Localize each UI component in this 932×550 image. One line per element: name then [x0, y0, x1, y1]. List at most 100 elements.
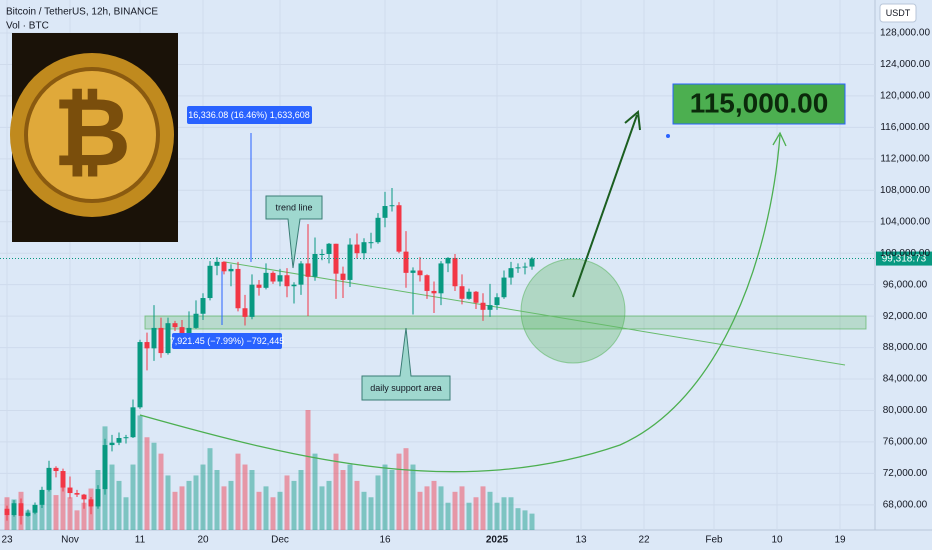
candle-body: [4, 508, 10, 516]
volume-bar: [459, 486, 465, 530]
x-tick-label: 11: [135, 535, 146, 546]
volume-bar: [242, 464, 248, 530]
candle-body: [25, 512, 31, 516]
candle-body: [102, 445, 108, 490]
candle-body: [200, 298, 206, 314]
callout-label: daily support area: [370, 383, 442, 393]
volume-bar: [326, 480, 332, 530]
trend-line: [224, 261, 846, 366]
volume-bar: [333, 453, 339, 530]
volume-bar: [382, 464, 388, 530]
candle-body: [361, 242, 367, 254]
volume-bar: [270, 497, 276, 530]
x-tick-label: 13: [575, 535, 587, 546]
volume-bar: [172, 491, 178, 530]
candle-body: [88, 499, 94, 507]
volume-bar: [123, 497, 129, 530]
candle-body: [319, 253, 325, 255]
volume-bar: [214, 470, 220, 530]
volume-bar: [228, 480, 234, 530]
measure-label: 7,921.45 (−7.99%) −792,445: [170, 336, 285, 346]
y-tick-label: 108,000.00: [880, 185, 930, 196]
candle-body: [249, 284, 255, 317]
y-tick-label: 76,000.00: [883, 437, 928, 448]
candle-body: [501, 277, 507, 298]
candle-body: [508, 268, 514, 278]
volume-bar: [389, 470, 395, 530]
y-tick-label: 68,000.00: [883, 499, 928, 510]
candle-body: [305, 263, 311, 277]
x-tick-label: Feb: [705, 535, 723, 546]
candle-body: [417, 270, 423, 276]
arrow-head: [772, 131, 787, 147]
candle-body: [270, 272, 276, 282]
candle-body: [396, 205, 402, 252]
volume-bar: [32, 508, 38, 530]
candle-body: [81, 494, 87, 500]
candle-body: [340, 273, 346, 280]
currency: USDT: [886, 8, 911, 18]
volume-bar: [487, 491, 493, 530]
volume-bar: [340, 470, 346, 530]
candle-body: [151, 327, 157, 349]
coin-face: [24, 67, 160, 203]
candle-body: [473, 291, 479, 303]
volume-bar: [529, 513, 535, 530]
volume-bar: [116, 480, 122, 530]
candle-body: [130, 407, 136, 438]
candle-body: [522, 266, 528, 268]
candle-body: [438, 263, 444, 294]
candle-body: [186, 327, 192, 334]
volume-bar: [151, 442, 157, 530]
volume-bar: [249, 470, 255, 530]
volume-bar: [431, 480, 437, 530]
x-tick-label: Dec: [271, 535, 289, 546]
volume-bar: [501, 497, 507, 530]
y-tick-label: 120,000.00: [880, 91, 930, 102]
volume-bar: [305, 410, 311, 530]
volume-bar: [375, 475, 381, 530]
candle-body: [60, 471, 66, 488]
y-tick-label: 72,000.00: [883, 468, 928, 479]
measure-box: [172, 333, 282, 349]
candle-body: [347, 244, 353, 280]
candle-body: [179, 327, 185, 334]
candle-body: [459, 286, 465, 299]
candle-body: [144, 342, 150, 349]
y-tick-label: 128,000.00: [880, 28, 930, 39]
volume-bar: [417, 491, 423, 530]
candle-body: [480, 302, 486, 310]
support-zone: [144, 315, 867, 330]
callout: [361, 327, 451, 401]
volume-bar: [165, 475, 171, 530]
y-tick-label: 88,000.00: [883, 342, 928, 353]
candle-body: [403, 251, 409, 273]
candle-body: [256, 284, 262, 288]
chart-title: Bitcoin / TetherUS, 12h, BINANCE: [6, 7, 158, 18]
volume-bar: [53, 495, 59, 530]
candle-body: [158, 327, 164, 354]
volume-bar: [312, 453, 318, 530]
candle-body: [53, 467, 59, 472]
candle-body: [410, 270, 416, 273]
candle-body: [529, 258, 535, 267]
candle-body: [165, 323, 171, 354]
target-box: [672, 83, 846, 125]
candle-body: [375, 217, 381, 243]
volume-bar: [179, 486, 185, 530]
coin-symbol: ₿: [53, 79, 131, 186]
candle-body: [67, 487, 73, 494]
volume-bar: [60, 486, 66, 530]
candle-body: [424, 275, 430, 291]
target-zone: [520, 258, 626, 364]
volume-bar: [25, 510, 31, 530]
volume-bar: [207, 448, 213, 530]
candle-body: [431, 290, 437, 294]
currency-box: [879, 3, 917, 23]
volume-bar: [522, 510, 528, 530]
chart-subtitle: Vol · BTC: [6, 21, 49, 32]
candle-body: [277, 275, 283, 282]
x-tick-label: 10: [771, 535, 783, 546]
volume-bar: [445, 502, 451, 530]
volume-bar: [284, 475, 290, 530]
